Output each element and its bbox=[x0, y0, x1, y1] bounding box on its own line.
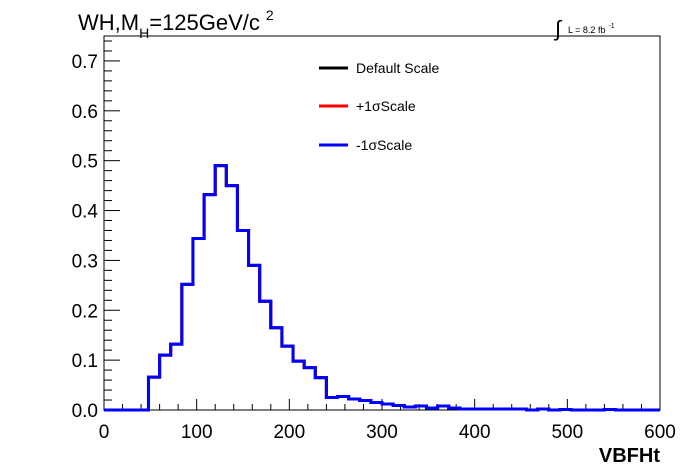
x-tick-label: 0 bbox=[99, 422, 110, 443]
chart-title: WH,MH=125GeV/c 2 bbox=[78, 7, 274, 41]
x-tick-label: 300 bbox=[366, 422, 398, 443]
title-main: WH,M bbox=[78, 10, 139, 35]
lumi-superscript: -1 bbox=[608, 23, 614, 30]
y-tick-label: 0.6 bbox=[72, 102, 98, 123]
x-axis-title: VBFHt bbox=[599, 445, 660, 467]
x-tick-label: 400 bbox=[459, 422, 491, 443]
y-tick-label: 0.5 bbox=[72, 152, 98, 173]
x-tick-label: 600 bbox=[644, 422, 676, 443]
lumi-text: L = 8.2 fb bbox=[568, 25, 605, 35]
legend-label-minus: -1σScale bbox=[356, 137, 412, 153]
series-layer bbox=[104, 164, 660, 412]
y-tick-label: 0.2 bbox=[72, 301, 98, 322]
legend-label-default: Default Scale bbox=[356, 60, 439, 76]
legend-label-plus: +1σScale bbox=[356, 98, 416, 114]
title-rest: =125GeV/c bbox=[149, 10, 260, 35]
x-axis: 0 100 200 300 400 500 600 bbox=[99, 399, 676, 443]
title-subscript: H bbox=[139, 25, 149, 41]
y-tick-label: 0.1 bbox=[72, 351, 98, 372]
histogram-series-2 bbox=[104, 164, 660, 412]
x-tick-label: 100 bbox=[181, 422, 213, 443]
y-tick-label: 0.0 bbox=[72, 401, 98, 422]
y-tick-label: 0.7 bbox=[72, 52, 98, 73]
y-tick-label: 0.3 bbox=[72, 251, 98, 272]
title-superscript: 2 bbox=[266, 7, 274, 23]
lumi-label: L = 8.2 fb -1 bbox=[568, 23, 615, 35]
x-tick-label: 200 bbox=[273, 422, 305, 443]
y-tick-label: 0.4 bbox=[72, 202, 99, 223]
legend: Default Scale +1σScale -1σScale bbox=[319, 60, 439, 153]
x-tick-label: 500 bbox=[551, 422, 583, 443]
lumi-integral-sign: ∫ bbox=[553, 16, 563, 41]
